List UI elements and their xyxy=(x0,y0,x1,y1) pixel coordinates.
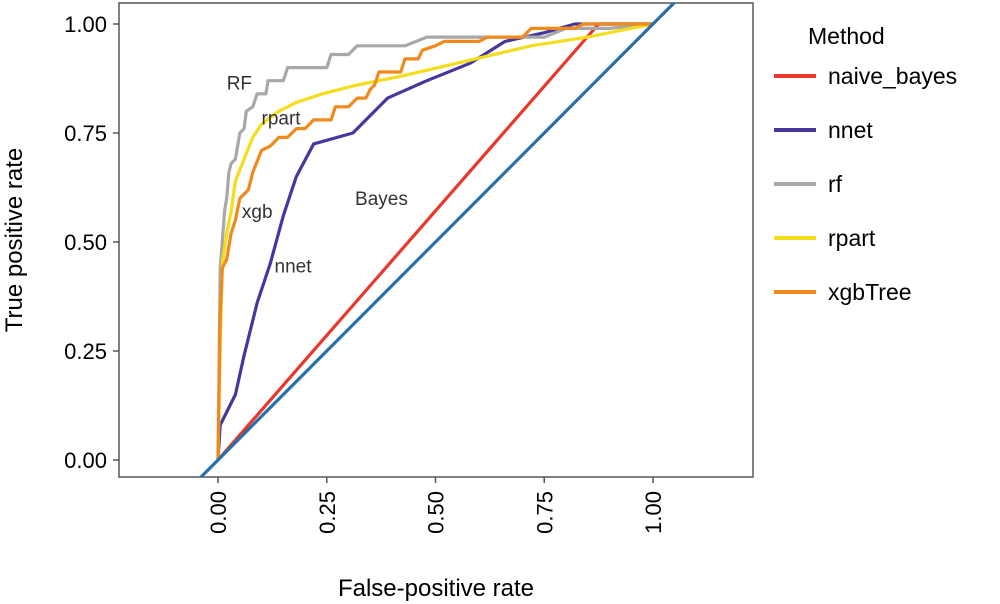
legend-label-rpart: rpart xyxy=(828,225,876,251)
y-tick-label: 0.00 xyxy=(64,448,107,473)
series-line-nnet xyxy=(216,22,653,461)
legend-label-xgbTree: xgbTree xyxy=(828,279,912,305)
annotation-label: nnet xyxy=(275,257,313,278)
y-tick-label: 0.50 xyxy=(64,230,107,255)
annotation-label: RF xyxy=(227,73,252,94)
series-line-rpart xyxy=(216,22,654,461)
x-tick-label: 1.00 xyxy=(641,491,666,534)
y-tick-label: 1.00 xyxy=(64,12,107,37)
y-tick-label: 0.25 xyxy=(64,339,107,364)
legend-label-naive_bayes: naive_bayes xyxy=(828,63,957,89)
y-axis-title: True positive rate xyxy=(1,148,28,333)
x-tick-label: 0.25 xyxy=(315,491,340,534)
x-tick-label: 0.00 xyxy=(206,491,231,534)
series-line-xgbTree xyxy=(216,22,653,461)
reference-line xyxy=(198,3,676,477)
annotation-label: rpart xyxy=(262,108,302,129)
legend-label-rf: rf xyxy=(828,171,843,197)
legend-title: Method xyxy=(808,23,885,49)
x-tick-label: 0.75 xyxy=(532,491,557,534)
x-tick-label: 0.50 xyxy=(424,491,449,534)
legend-label-nnet: nnet xyxy=(828,117,873,143)
series-line-rf xyxy=(216,22,654,461)
x-axis-title: False-positive rate xyxy=(338,575,534,602)
annotation-label: xgb xyxy=(242,202,273,223)
y-tick-label: 0.75 xyxy=(64,121,107,146)
annotation-label: Bayes xyxy=(355,189,408,210)
